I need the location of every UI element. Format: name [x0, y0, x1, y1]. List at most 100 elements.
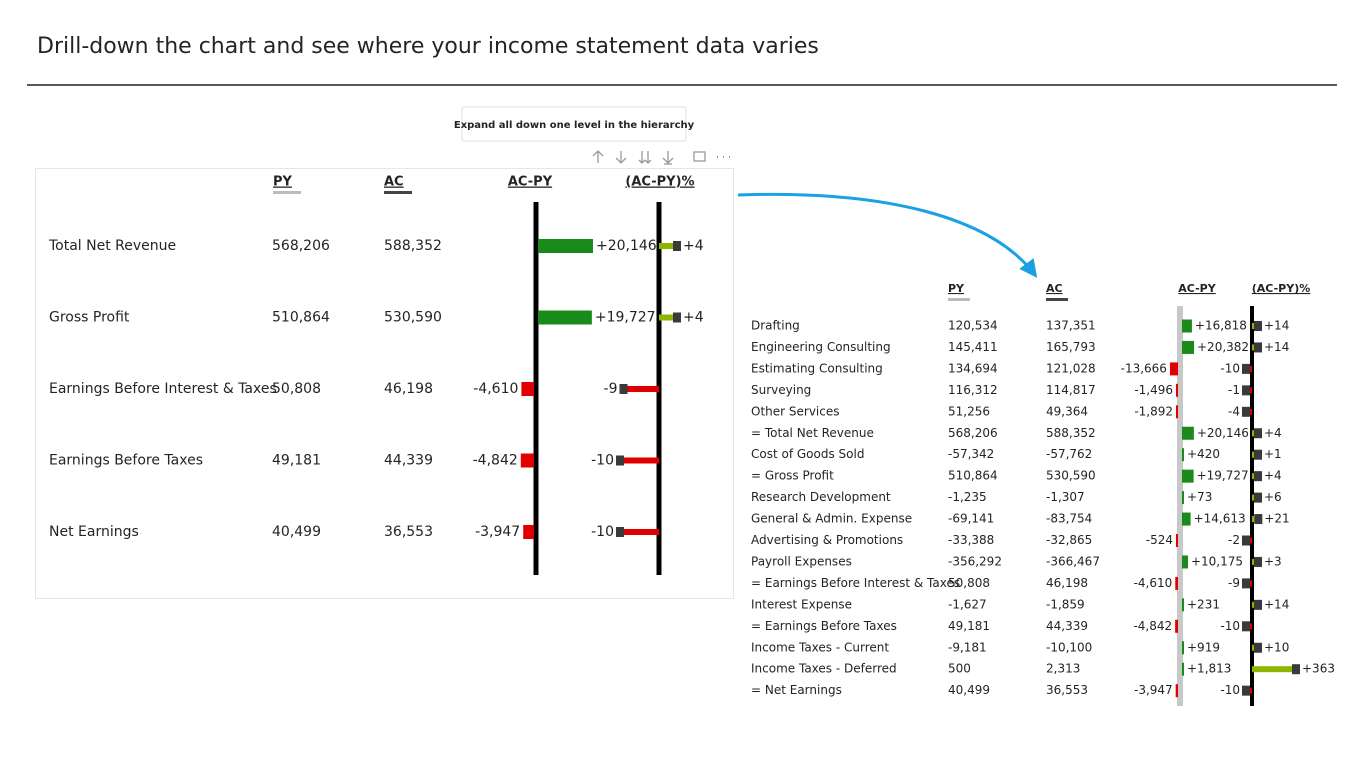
- pct-bar: [624, 529, 659, 535]
- column-header: AC-PY: [508, 175, 553, 190]
- delta-label: -3,947: [1134, 683, 1173, 697]
- row-label: = Total Net Revenue: [751, 426, 874, 440]
- pct-bar-cap: [1242, 406, 1250, 417]
- tooltip-text: Expand all down one level in the hierarc…: [454, 120, 695, 131]
- py-value: -69,141: [948, 512, 994, 526]
- py-value: -57,342: [948, 447, 994, 461]
- pct-label: +4: [683, 238, 704, 254]
- drill-up-icon[interactable]: [592, 150, 604, 163]
- tooltip-box: [461, 106, 687, 142]
- pct-label: +10: [1264, 640, 1289, 654]
- delta-bar: [1176, 405, 1178, 419]
- ac-value: 121,028: [1046, 361, 1096, 375]
- pct-bar: [1252, 666, 1292, 673]
- row-label: Total Net Revenue: [48, 238, 176, 254]
- pct-bar-cap: [1242, 685, 1250, 696]
- pct-bar-cap: [1254, 342, 1262, 353]
- pct-bar: [659, 314, 673, 321]
- py-value: -1,627: [948, 597, 987, 611]
- pct-bar-cap: [616, 455, 624, 466]
- column-header: AC: [384, 175, 404, 190]
- pct-bar: [1252, 451, 1254, 458]
- py-value: 500: [948, 662, 971, 676]
- pct-label: +4: [683, 310, 704, 326]
- ac-value: 49,364: [1046, 404, 1088, 418]
- pct-label: +3: [1264, 554, 1282, 568]
- delta-bar: [520, 453, 534, 468]
- pct-bar: [1252, 516, 1255, 523]
- visual-frame: [35, 168, 734, 599]
- pct-bar: [1252, 558, 1254, 565]
- row-label: Income Taxes - Deferred: [751, 662, 897, 676]
- pct-bar: [659, 243, 673, 249]
- py-value: 510,864: [272, 310, 330, 326]
- py-value: -356,292: [948, 554, 1002, 568]
- row-label: General & Admin. Expense: [751, 512, 912, 526]
- pct-bar: [1250, 387, 1252, 394]
- py-value: 120,534: [948, 319, 998, 333]
- ac-value: -10,100: [1046, 640, 1092, 654]
- delta-bar: [1182, 491, 1184, 505]
- delta-label: -4,842: [473, 453, 518, 469]
- py-value: 116,312: [948, 383, 998, 397]
- next-level-icon[interactable]: [638, 151, 652, 164]
- header-underline: [384, 191, 412, 194]
- delta-label: +420: [1187, 447, 1220, 461]
- delta-bar: [523, 525, 534, 539]
- pct-label: -9: [604, 381, 618, 397]
- delta-bar: [538, 310, 592, 325]
- delta-label: -4,610: [473, 381, 518, 397]
- pct-bar: [1252, 601, 1254, 608]
- pct-bar-cap: [1292, 664, 1300, 675]
- ac-value: 44,339: [384, 453, 433, 469]
- pct-label: +1: [1264, 447, 1282, 461]
- delta-bar: [1182, 469, 1194, 483]
- delta-bar: [1175, 684, 1178, 698]
- pct-bar: [1250, 580, 1252, 587]
- pct-label: +21: [1264, 512, 1289, 526]
- delta-bar: [1176, 534, 1178, 547]
- delta-label: +20,146: [596, 238, 657, 254]
- delta-label: +919: [1187, 640, 1220, 654]
- delta-bar: [1182, 340, 1194, 354]
- ac-value: -83,754: [1046, 512, 1092, 526]
- pct-bar: [1250, 687, 1252, 694]
- pct-bar: [624, 457, 659, 464]
- pct-label: -10: [591, 453, 614, 469]
- delta-label: +19,727: [1197, 469, 1249, 483]
- row-label: Income Taxes - Current: [751, 640, 889, 654]
- pct-bar: [1250, 623, 1252, 630]
- row-label: Other Services: [751, 404, 840, 418]
- ac-value: 137,351: [1046, 319, 1096, 333]
- pct-bar: [1250, 365, 1252, 372]
- ac-value: 588,352: [384, 238, 442, 254]
- delta-label: -4,842: [1133, 619, 1172, 633]
- page-title: Drill-down the chart and see where your …: [37, 34, 819, 59]
- row-label: = Net Earnings: [751, 683, 842, 697]
- pct-bar-cap: [1242, 385, 1250, 396]
- py-value: -9,181: [948, 640, 987, 654]
- ac-value: -1,859: [1046, 597, 1085, 611]
- pct-label: -1: [1228, 383, 1240, 397]
- ac-value: 588,352: [1046, 426, 1096, 440]
- ac-value: 36,553: [1046, 683, 1088, 697]
- delta-label: +16,818: [1195, 319, 1247, 333]
- drill-down-icon[interactable]: [615, 151, 627, 164]
- py-value: 568,206: [948, 426, 998, 440]
- delta-label: +10,175: [1191, 554, 1243, 568]
- pct-bar-cap: [673, 312, 681, 323]
- row-label: Advertising & Promotions: [751, 533, 903, 547]
- py-value: 49,181: [272, 453, 321, 469]
- pct-label: -2: [1228, 533, 1240, 547]
- pct-bar-cap: [619, 384, 628, 394]
- pct-label: -4: [1228, 404, 1240, 418]
- row-label: Net Earnings: [49, 524, 139, 540]
- pct-label: +4: [1264, 426, 1282, 440]
- pct-bar-cap: [1254, 599, 1262, 610]
- focus-icon[interactable]: [693, 151, 706, 162]
- py-value: -33,388: [948, 533, 994, 547]
- py-value: -1,235: [948, 490, 987, 504]
- py-value: 50,808: [272, 381, 321, 397]
- expand-icon[interactable]: [662, 151, 674, 165]
- delta-bar: [1169, 362, 1178, 376]
